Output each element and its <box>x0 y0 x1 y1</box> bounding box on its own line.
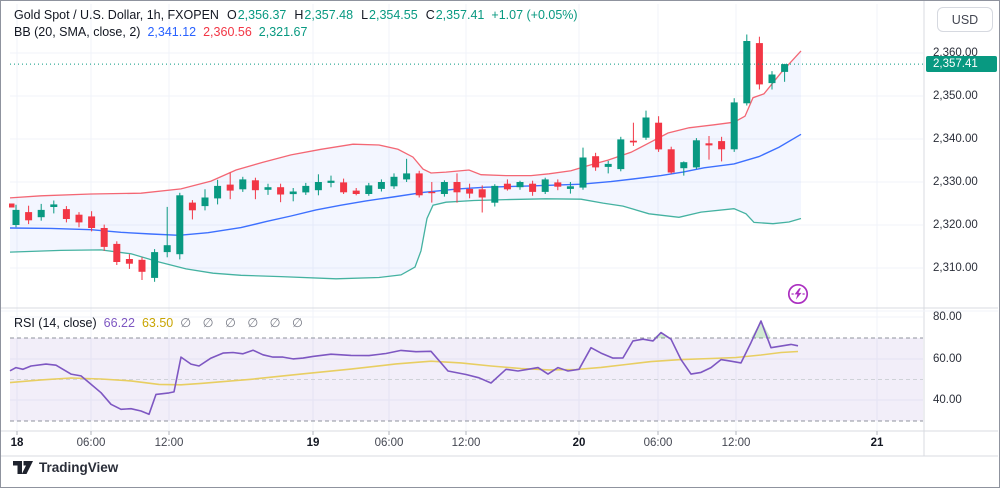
time-tick-label: 06:00 <box>643 437 673 449</box>
symbol-title[interactable]: Gold Spot / U.S. Dollar, 1h, FXOPEN <box>14 8 219 22</box>
bb-basis-value: 2,341.12 <box>147 25 197 39</box>
current-price-label: 2,357.41 <box>926 56 997 72</box>
close-label: C <box>425 8 435 22</box>
time-tick-label: 18 <box>10 437 24 449</box>
lightning-icon <box>787 283 809 305</box>
rsi-empty-values: ∅ ∅ ∅ ∅ ∅ ∅ <box>180 316 307 330</box>
price-tick-label: 60.00 <box>933 353 962 365</box>
currency-toggle-button[interactable]: USD <box>937 7 993 32</box>
time-tick-label: 06:00 <box>76 437 106 449</box>
time-tick-label: 12:00 <box>154 437 184 449</box>
price-tick-label: 2,330.00 <box>933 176 978 188</box>
bb-upper-value: 2,360.56 <box>203 25 252 39</box>
symbol-legend: Gold Spot / U.S. Dollar, 1h, FXOPEN O2,35… <box>14 7 578 41</box>
price-change: +1.07 (+0.05%) <box>491 8 578 22</box>
symbol-row: Gold Spot / U.S. Dollar, 1h, FXOPEN O2,35… <box>14 7 578 24</box>
footer: TradingView <box>13 460 118 475</box>
high-label: H <box>294 8 304 22</box>
quick-trade-button[interactable] <box>785 281 811 307</box>
time-tick-label: 12:00 <box>451 437 481 449</box>
low-label: L <box>361 8 369 22</box>
open-label: O <box>226 8 237 22</box>
rsi-ma-value: 63.50 <box>141 316 174 330</box>
price-tick-label: 40.00 <box>933 394 962 406</box>
close-value: 2,357.41 <box>435 8 485 22</box>
time-tick-label: 12:00 <box>721 437 751 449</box>
bb-indicator-row: BB (20, SMA, close, 2) 2,341.12 2,360.56 2,… <box>14 24 578 41</box>
tradingview-logo-icon <box>13 460 33 474</box>
rsi-indicator-row: RSI (14, close) 66.22 63.50 ∅ ∅ ∅ ∅ ∅ ∅ <box>14 315 307 332</box>
bb-lower-value: 2,321.67 <box>258 25 308 39</box>
time-tick-label: 20 <box>572 437 586 449</box>
price-tick-label: 2,310.00 <box>933 262 978 274</box>
bb-indicator-label[interactable]: BB (20, SMA, close, 2) <box>14 25 141 39</box>
rsi-indicator-label[interactable]: RSI (14, close) <box>14 316 97 330</box>
brand-name[interactable]: TradingView <box>39 460 119 475</box>
rsi-value: 66.22 <box>103 316 135 330</box>
price-tick-label: 2,320.00 <box>933 219 978 231</box>
high-value: 2,357.48 <box>304 8 354 22</box>
time-tick-label: 19 <box>306 437 320 449</box>
price-tick-label: 2,350.00 <box>933 90 978 102</box>
time-tick-label: 06:00 <box>374 437 404 449</box>
low-value: 2,354.55 <box>369 8 418 22</box>
price-tick-label: 2,340.00 <box>933 133 978 145</box>
price-tick-label: 80.00 <box>933 311 962 323</box>
open-value: 2,356.37 <box>237 8 287 22</box>
tradingview-logo[interactable] <box>13 460 33 475</box>
time-tick-label: 21 <box>870 437 884 449</box>
